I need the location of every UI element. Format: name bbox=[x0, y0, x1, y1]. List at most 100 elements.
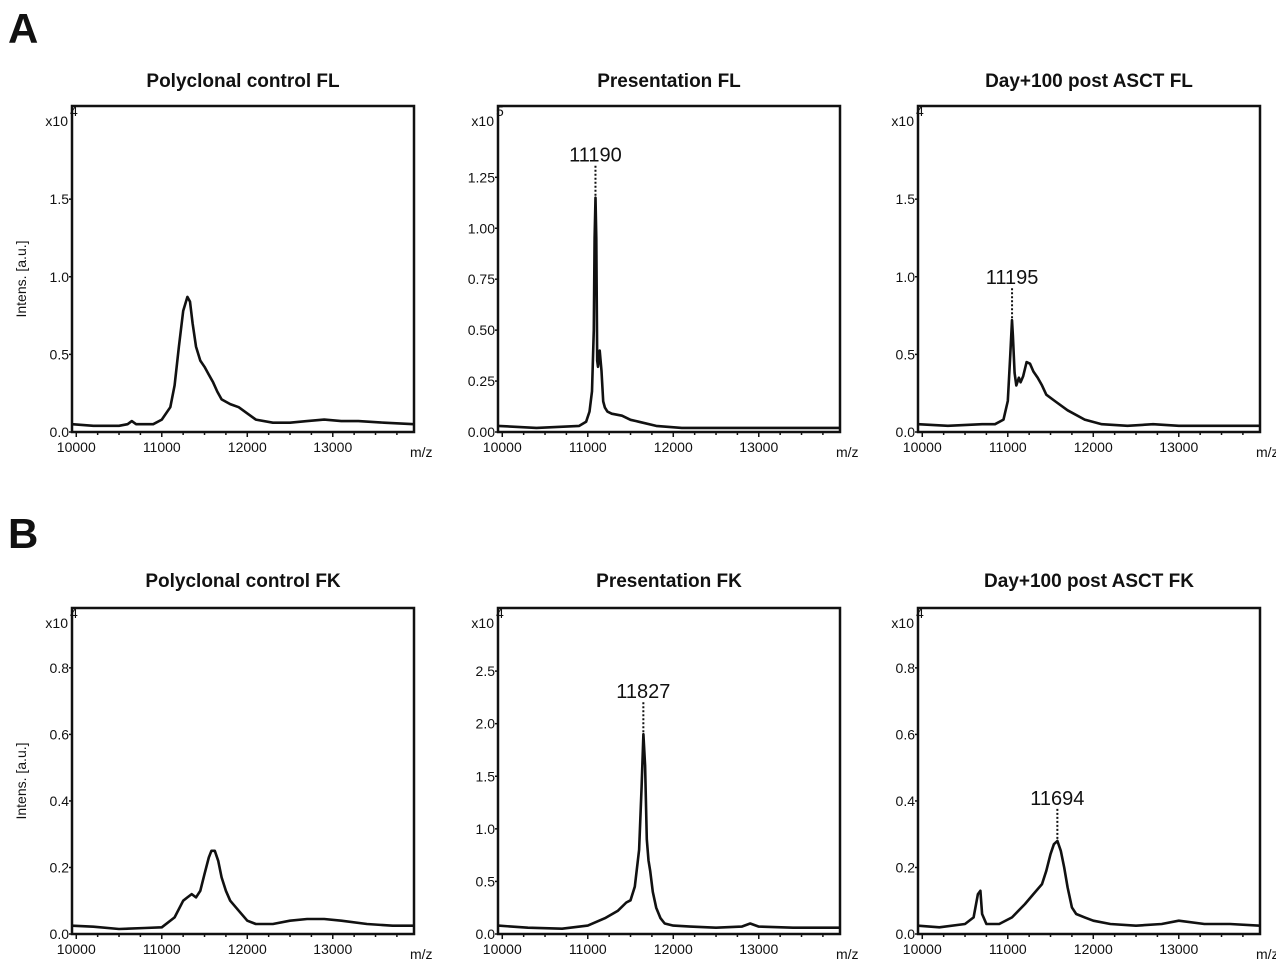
y-tick-label: 0.0 bbox=[50, 926, 70, 942]
y-tick-label: 0.4 bbox=[50, 793, 70, 809]
x-tick-label: 10000 bbox=[903, 941, 942, 957]
series-line bbox=[917, 839, 1261, 929]
x-tick-label: 10000 bbox=[483, 941, 522, 957]
x-tick-label: 11000 bbox=[989, 439, 1027, 455]
y-tick-label: 0.8 bbox=[896, 660, 916, 676]
chart-3: Day+100 post ASCT FL 0.0 0.5 1.0 1.5 10000 110… bbox=[891, 71, 1276, 460]
x-tick-label: 12000 bbox=[1074, 941, 1113, 957]
x-tick-label: 13000 bbox=[739, 439, 778, 455]
chart-title: Polyclonal control FK bbox=[145, 571, 341, 592]
y-tick-label: 0.4 bbox=[896, 793, 916, 809]
y-axis-label: Intens. [a.u.] bbox=[13, 742, 29, 819]
y-multiplier: x10 bbox=[45, 113, 68, 129]
plot-frame bbox=[916, 104, 1262, 434]
x-tick-label: 12000 bbox=[228, 439, 267, 455]
x-axis-label: m/z bbox=[410, 444, 433, 460]
chart-2: Presentation FL 0.00 0.25 0.50 0.75 1.00 1.25 1… bbox=[468, 71, 859, 460]
plot-frame bbox=[496, 606, 842, 936]
y-multiplier-exponent: 4 bbox=[916, 605, 924, 621]
series-line bbox=[497, 196, 840, 430]
y-multiplier-exponent: 4 bbox=[70, 605, 78, 621]
y-multiplier-exponent: 4 bbox=[70, 103, 78, 119]
peak-label: 11694 bbox=[1030, 788, 1084, 810]
y-tick-label: 0.75 bbox=[468, 271, 495, 287]
y-multiplier: x10 bbox=[45, 615, 68, 631]
y-tick-label: 0.5 bbox=[50, 346, 70, 362]
x-tick-label: 12000 bbox=[228, 941, 267, 957]
y-tick-label: 0.2 bbox=[50, 859, 70, 875]
x-tick-label: 11000 bbox=[989, 941, 1027, 957]
y-tick-label: 0.8 bbox=[50, 660, 70, 676]
x-axis-label: m/z bbox=[836, 444, 859, 460]
y-tick-label: 0.0 bbox=[896, 926, 916, 942]
peak-label: 11195 bbox=[986, 267, 1039, 289]
x-tick-label: 12000 bbox=[654, 941, 693, 957]
y-tick-label: 1.00 bbox=[468, 220, 495, 236]
y-axis-label: Intens. [a.u.] bbox=[13, 240, 29, 317]
peak-label: 11190 bbox=[569, 145, 622, 167]
chart-title: Presentation FL bbox=[597, 71, 741, 92]
y-tick-label: 0.00 bbox=[468, 424, 495, 440]
x-tick-label: 12000 bbox=[654, 439, 693, 455]
peak-label: 11827 bbox=[616, 681, 670, 703]
x-tick-label: 10000 bbox=[903, 439, 942, 455]
y-tick-label: 1.25 bbox=[468, 169, 495, 185]
y-tick-label: 1.0 bbox=[896, 269, 916, 285]
chart-5: Presentation FK 0.0 0.5 1.0 1.5 2.0 2.5 10000 11… bbox=[471, 571, 858, 962]
x-tick-label: 11000 bbox=[569, 941, 607, 957]
x-axis-label: m/z bbox=[836, 946, 859, 962]
y-tick-label: 2.0 bbox=[476, 716, 496, 732]
series-line bbox=[71, 849, 414, 931]
y-tick-label: 1.5 bbox=[50, 191, 70, 207]
chart-1: Polyclonal control FL 0.0 0.5 1.0 1.5 10000 11… bbox=[13, 71, 433, 460]
panel-label-a: A bbox=[8, 5, 38, 52]
x-axis-label: m/z bbox=[1256, 946, 1276, 962]
y-tick-label: 1.5 bbox=[896, 191, 916, 207]
y-tick-label: 1.5 bbox=[476, 768, 496, 784]
y-tick-label: 1.0 bbox=[50, 269, 70, 285]
chart-4: Polyclonal control FK 0.0 0.2 0.4 0.6 0.8 1000… bbox=[13, 571, 433, 962]
y-multiplier: x10 bbox=[471, 615, 494, 631]
y-multiplier: x10 bbox=[891, 113, 914, 129]
x-tick-label: 13000 bbox=[1159, 941, 1198, 957]
y-tick-label: 0.0 bbox=[476, 926, 496, 942]
y-tick-label: 0.5 bbox=[896, 346, 916, 362]
y-tick-label: 0.0 bbox=[50, 424, 70, 440]
plot-frame bbox=[496, 104, 842, 434]
plot-frame bbox=[70, 104, 416, 434]
panel-label-b: B bbox=[8, 510, 38, 557]
chart-title: Presentation FK bbox=[596, 571, 742, 592]
x-tick-label: 12000 bbox=[1074, 439, 1113, 455]
x-tick-label: 11000 bbox=[569, 439, 607, 455]
x-tick-label: 13000 bbox=[313, 439, 352, 455]
chart-title: Polyclonal control FL bbox=[146, 71, 340, 92]
x-tick-label: 13000 bbox=[739, 941, 778, 957]
y-tick-label: 1.0 bbox=[476, 821, 496, 837]
y-tick-label: 0.0 bbox=[896, 424, 916, 440]
x-tick-label: 11000 bbox=[143, 941, 181, 957]
y-multiplier-exponent: 4 bbox=[916, 103, 924, 119]
y-tick-label: 0.6 bbox=[50, 726, 70, 742]
series-line bbox=[917, 318, 1260, 428]
y-multiplier: x10 bbox=[891, 615, 914, 631]
plot-frame bbox=[70, 606, 416, 936]
y-tick-label: 0.25 bbox=[468, 373, 495, 389]
y-tick-label: 0.2 bbox=[896, 859, 916, 875]
series-line bbox=[497, 732, 840, 930]
y-multiplier-exponent: 5 bbox=[496, 103, 504, 119]
x-tick-label: 10000 bbox=[57, 439, 96, 455]
chart-title: Day+100 post ASCT FL bbox=[985, 71, 1193, 92]
series-line bbox=[71, 295, 415, 428]
y-multiplier: x10 bbox=[471, 113, 494, 129]
y-tick-label: 0.5 bbox=[476, 873, 496, 889]
y-tick-label: 0.6 bbox=[896, 726, 916, 742]
y-tick-label: 2.5 bbox=[476, 663, 496, 679]
x-axis-label: m/z bbox=[410, 946, 433, 962]
y-tick-label: 0.50 bbox=[468, 322, 495, 338]
chart-6: Day+100 post ASCT FK 0.0 0.2 0.4 0.6 0.8 10000… bbox=[891, 571, 1276, 962]
charts-group: Polyclonal control FL 0.0 0.5 1.0 1.5 10000 11… bbox=[13, 71, 1276, 962]
x-tick-label: 10000 bbox=[57, 941, 96, 957]
x-tick-label: 13000 bbox=[313, 941, 352, 957]
x-axis-label: m/z bbox=[1256, 444, 1276, 460]
